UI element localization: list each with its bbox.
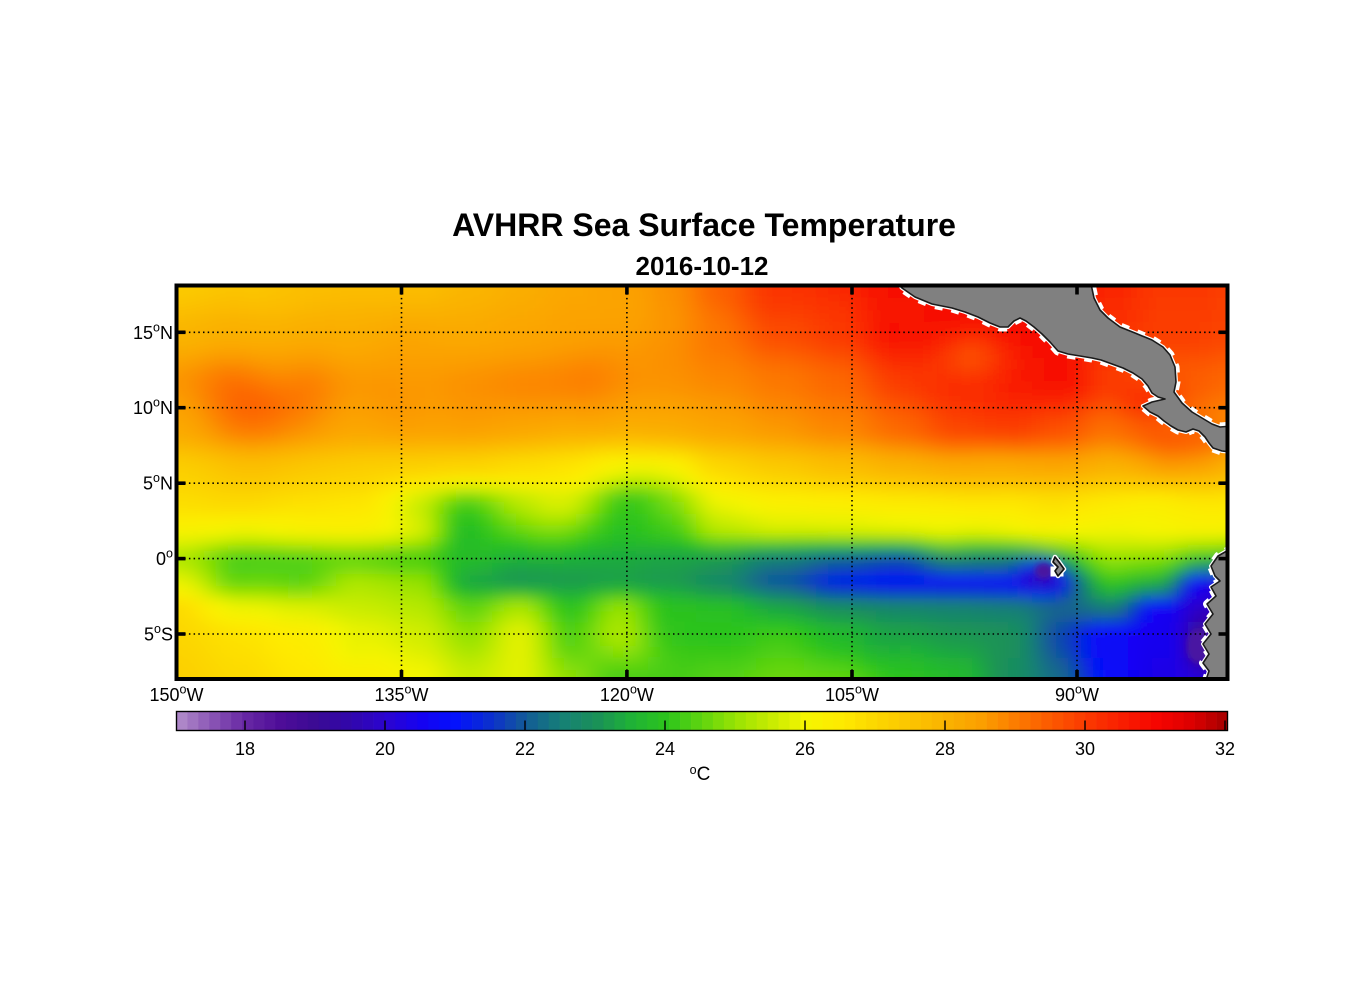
svg-text:90oW: 90oW bbox=[1055, 683, 1099, 706]
svg-text:5oN: 5oN bbox=[143, 471, 173, 494]
svg-text:28: 28 bbox=[935, 739, 955, 759]
svg-text:18: 18 bbox=[235, 739, 255, 759]
svg-text:2016-10-12: 2016-10-12 bbox=[636, 251, 769, 281]
svg-text:22: 22 bbox=[515, 739, 535, 759]
svg-text:26: 26 bbox=[795, 739, 815, 759]
svg-text:10oN: 10oN bbox=[133, 396, 173, 419]
svg-text:24: 24 bbox=[655, 739, 675, 759]
svg-text:150oW: 150oW bbox=[150, 683, 204, 706]
svg-text:5oS: 5oS bbox=[144, 622, 173, 645]
svg-text:20: 20 bbox=[375, 739, 395, 759]
svg-text:AVHRR Sea Surface Temperature: AVHRR Sea Surface Temperature bbox=[452, 207, 956, 243]
svg-text:15oN: 15oN bbox=[133, 320, 173, 343]
svg-text:135oW: 135oW bbox=[375, 683, 429, 706]
svg-text:105oW: 105oW bbox=[825, 683, 879, 706]
svg-text:oC: oC bbox=[690, 763, 711, 785]
svg-text:120oW: 120oW bbox=[600, 683, 654, 706]
svg-text:32: 32 bbox=[1215, 739, 1235, 759]
svg-text:30: 30 bbox=[1075, 739, 1095, 759]
